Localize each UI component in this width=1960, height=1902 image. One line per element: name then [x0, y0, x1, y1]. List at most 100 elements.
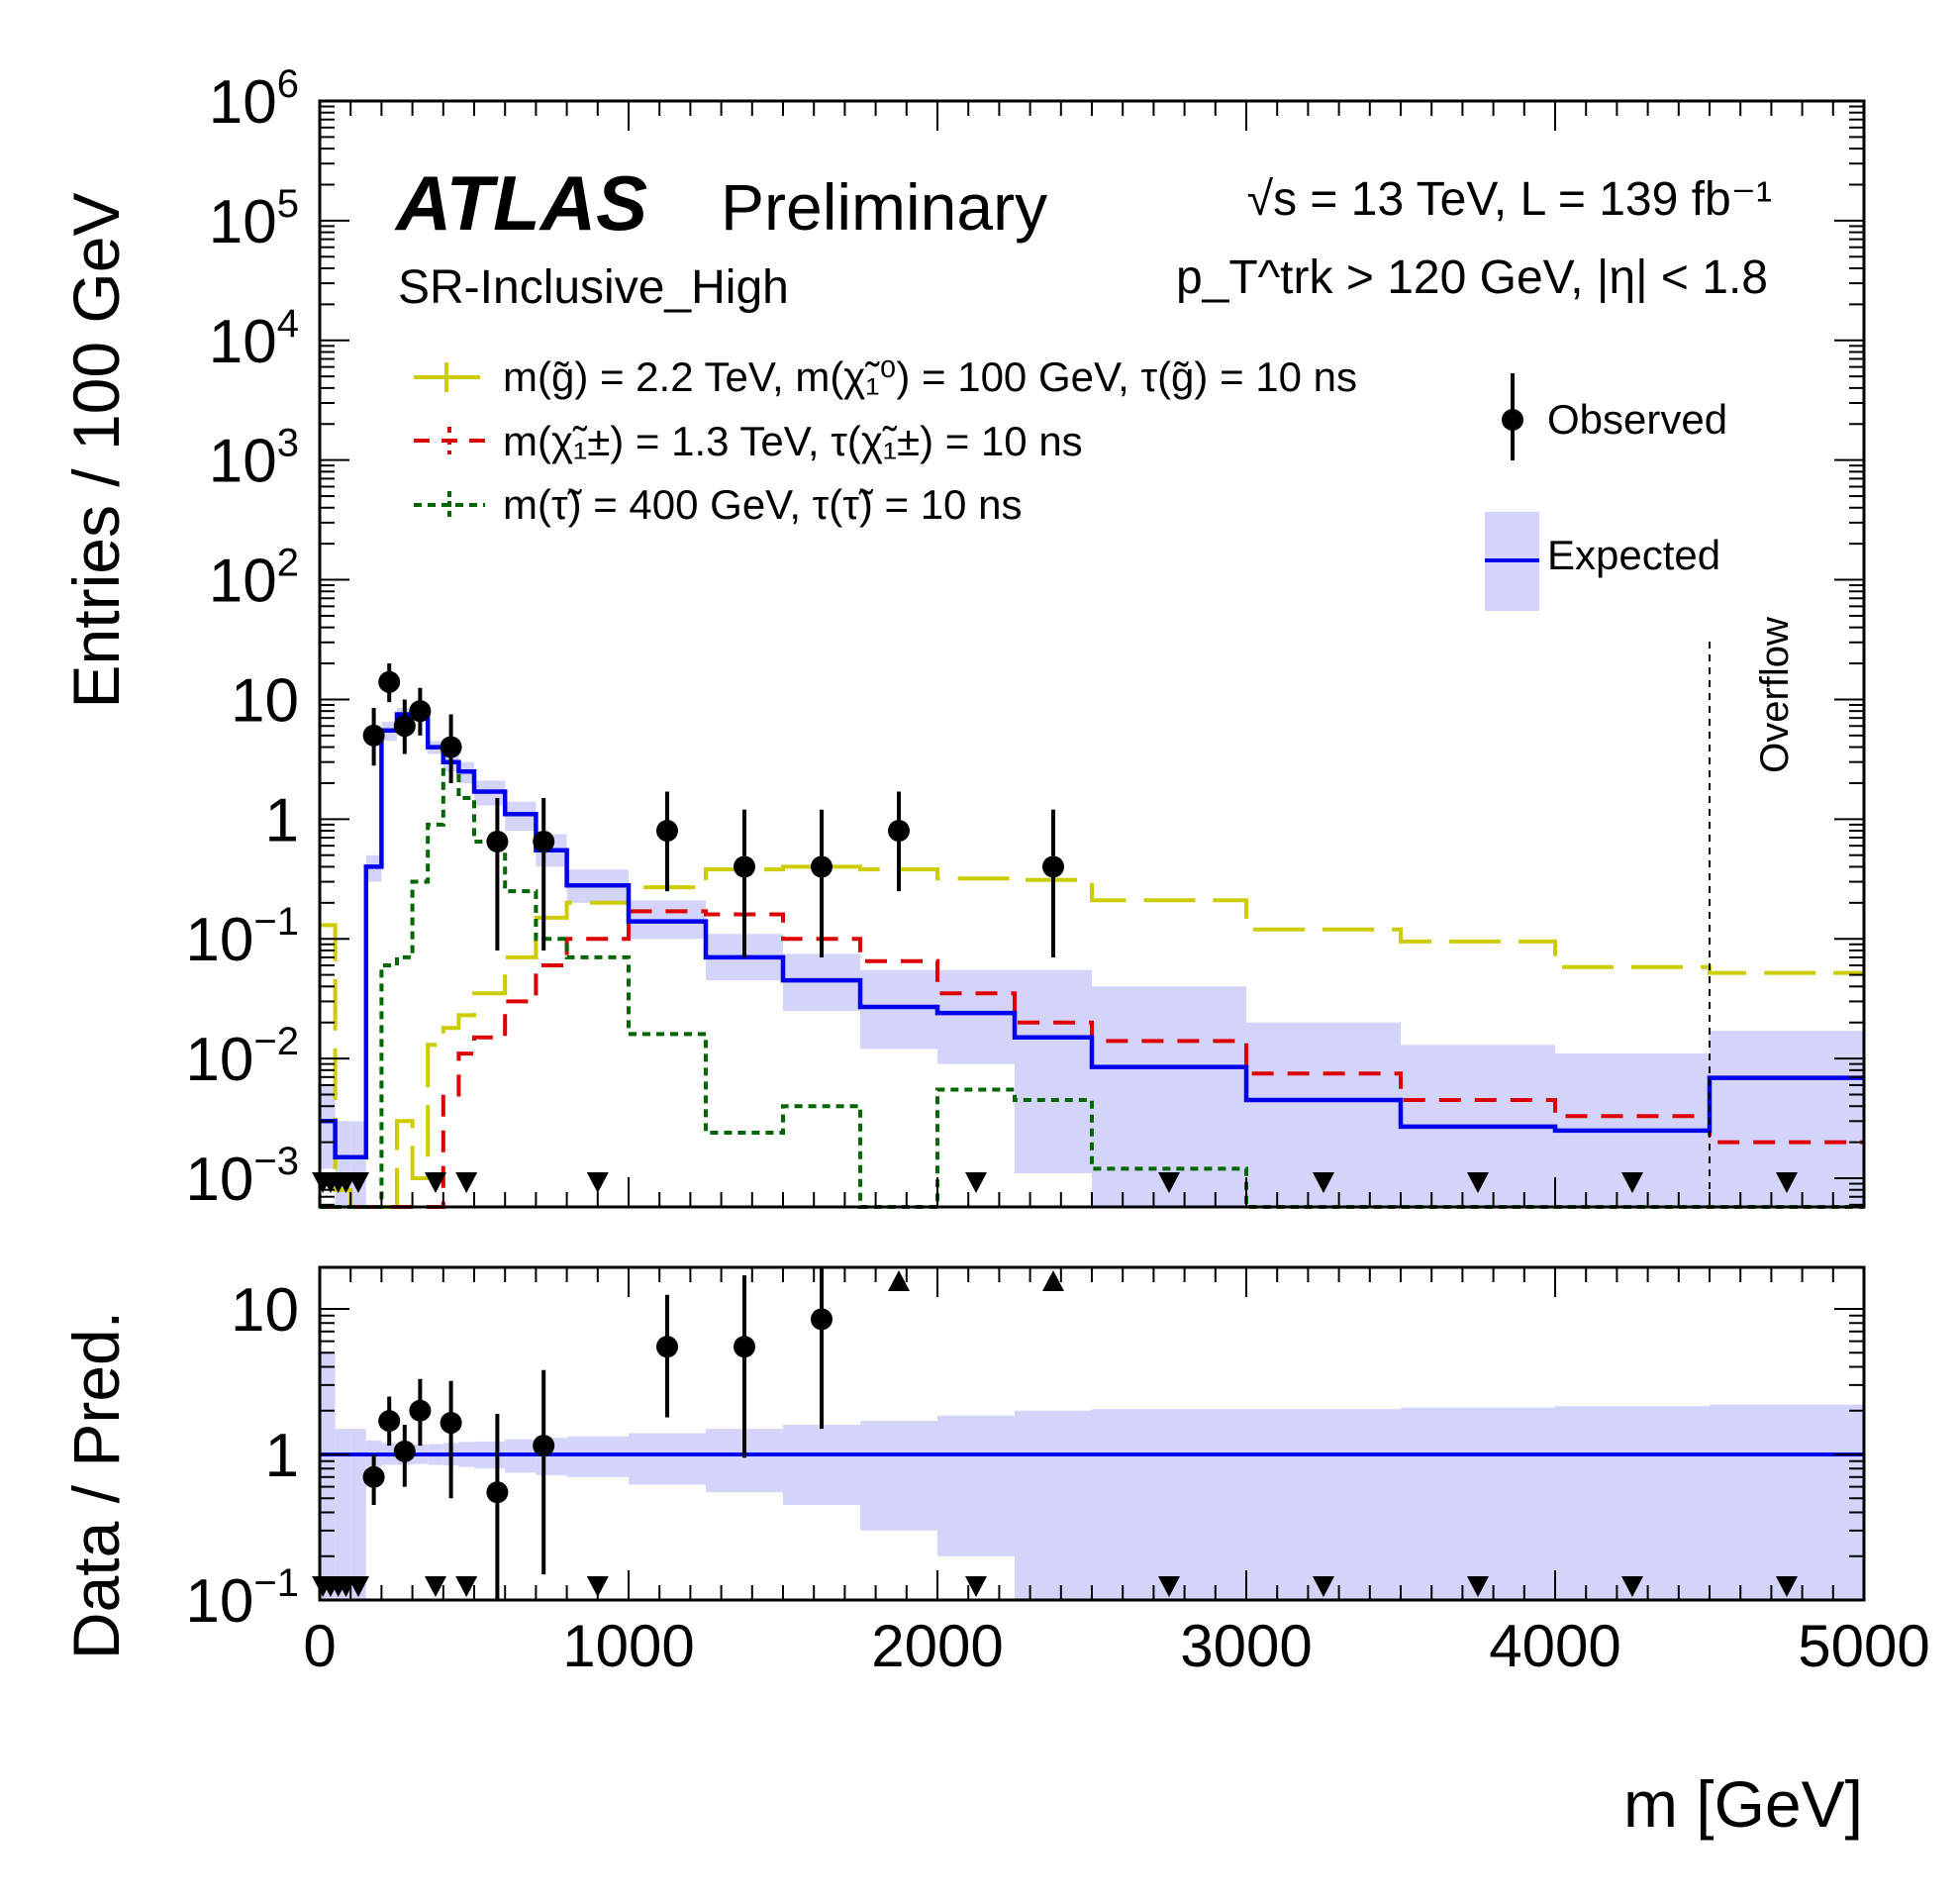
x-tick-label: 3000	[1180, 1613, 1312, 1679]
y-tick-label-bottom: 1	[265, 1422, 299, 1490]
zero-observed-marker	[1621, 1172, 1643, 1193]
legend-gluino-label: m(g̃) = 2.2 TeV, m(χ̃₁⁰) = 100 GeV, τ(g̃…	[503, 353, 1357, 400]
y-tick-label-top: 10−3	[185, 1140, 299, 1214]
experiment-label: ATLAS	[394, 159, 647, 247]
axis-ticks	[319, 100, 1865, 1601]
ratio-band-bin	[783, 1424, 860, 1505]
observed-point	[378, 670, 401, 693]
ratio-band-bin	[1555, 1406, 1710, 1600]
legend-markers	[414, 362, 1539, 611]
y-axis-title-top: Entries / 100 GeV	[59, 193, 133, 709]
x-tick-label: 5000	[1798, 1613, 1929, 1679]
legend-stau-label: m(τ̃) = 400 GeV, τ(τ̃) = 10 ns	[503, 481, 1022, 528]
x-axis-title: m [GeV]	[1623, 1767, 1863, 1841]
ratio-zero-marker	[425, 1576, 446, 1597]
y-tick-label-top: 10	[231, 666, 299, 735]
ratio-zero-marker	[1313, 1576, 1334, 1597]
ratio-points	[312, 1267, 1798, 1600]
ratio-off-scale-up-marker	[1042, 1270, 1064, 1291]
observed-points	[312, 663, 1798, 1193]
ratio-point	[533, 1435, 555, 1457]
x-tick-label: 0	[303, 1613, 336, 1679]
x-tick-label: 1000	[562, 1613, 694, 1679]
legend-observed-marker	[1502, 409, 1523, 431]
ratio-band-bin	[860, 1421, 937, 1531]
observed-point	[656, 820, 678, 843]
axis-tick-labels: 0 1000 2000 3000 4000 5000 10−3 10−2 10−1 1 10 102 1…	[185, 62, 1929, 1679]
ratio-band-bin	[350, 1429, 366, 1600]
zero-observed-marker	[1467, 1172, 1489, 1193]
ratio-band-bin	[335, 1429, 351, 1600]
ratio-zero-marker	[1158, 1576, 1180, 1597]
legend-observed-label: Observed	[1547, 396, 1727, 443]
zero-observed-marker	[1776, 1172, 1798, 1193]
ratio-band-bin	[1246, 1409, 1401, 1600]
observed-point	[486, 830, 509, 852]
ratio-point	[486, 1481, 509, 1504]
gluino-histogram	[320, 864, 1864, 1209]
stau-histogram	[320, 759, 1864, 1209]
observed-point	[1042, 855, 1064, 878]
ratio-point	[734, 1336, 755, 1358]
expected-band-bin	[937, 969, 1015, 1064]
region-label: SR-Inclusive_High	[398, 261, 789, 314]
expected-band-bin	[1015, 969, 1092, 1173]
zero-observed-marker	[455, 1172, 478, 1193]
y-tick-label-top: 1	[265, 786, 299, 854]
ratio-point	[378, 1410, 401, 1433]
y-tick-label-top: 10−1	[185, 900, 299, 974]
selection-label: p_T^trk > 120 GeV, |η| < 1.8	[1176, 251, 1768, 304]
observed-point	[811, 855, 833, 878]
ratio-zero-marker	[1467, 1576, 1489, 1597]
y-tick-label-top: 104	[209, 302, 299, 376]
observed-point	[888, 820, 910, 843]
zero-observed-marker	[1313, 1172, 1334, 1193]
expected-band-bin	[335, 1121, 351, 1207]
ratio-band-bin	[1710, 1404, 1864, 1600]
y-axis-title-bottom: Data / Pred.	[59, 1311, 133, 1659]
ratio-zero-marker	[1776, 1576, 1798, 1597]
ratio-point	[362, 1465, 385, 1488]
ratio-uncertainty-band	[320, 1352, 1864, 1600]
ratio-point	[811, 1308, 833, 1331]
ratio-point	[393, 1440, 416, 1462]
x-tick-label: 4000	[1489, 1613, 1620, 1679]
observed-point	[409, 700, 432, 723]
ratio-zero-marker	[965, 1576, 987, 1597]
observed-point	[533, 830, 555, 852]
y-tick-label-top: 106	[209, 62, 299, 137]
y-tick-label-top: 10−2	[185, 1020, 299, 1094]
ratio-band-bin	[937, 1415, 1015, 1556]
expected-band-bin	[320, 1084, 336, 1169]
status-label: Preliminary	[721, 170, 1047, 244]
y-tick-label-top: 102	[209, 542, 299, 616]
energy-lumi-label: √s = 13 TeV, L = 139 fb⁻¹	[1247, 173, 1772, 226]
expected-band-bin	[860, 969, 937, 1050]
zero-observed-marker	[347, 1172, 369, 1193]
observed-point	[734, 855, 755, 878]
ratio-band-bin	[1401, 1407, 1555, 1600]
expected-band-bin	[350, 1121, 366, 1207]
x-tick-label: 2000	[871, 1613, 1003, 1679]
zero-observed-marker	[965, 1172, 987, 1193]
zero-observed-marker	[586, 1172, 609, 1193]
ratio-zero-marker	[455, 1576, 478, 1597]
overflow-label: Overflow	[1753, 617, 1797, 773]
zero-observed-marker	[1158, 1172, 1180, 1193]
ratio-zero-marker	[347, 1576, 369, 1597]
observed-point	[440, 736, 462, 758]
ratio-point	[440, 1412, 462, 1435]
observed-point	[362, 724, 385, 747]
ratio-band-bin	[1015, 1410, 1092, 1600]
ratio-band-bin	[629, 1433, 706, 1485]
y-tick-label-top: 103	[209, 422, 299, 496]
ratio-band-bin	[566, 1436, 629, 1477]
legend-chargino-label: m(χ̃₁±) = 1.3 TeV, τ(χ̃₁±) = 10 ns	[503, 418, 1083, 464]
y-tick-label-bottom: 10−1	[185, 1561, 299, 1636]
y-tick-label-bottom: 10	[231, 1276, 299, 1345]
ratio-band-bin	[1092, 1409, 1246, 1600]
ratio-point	[656, 1336, 678, 1358]
legend-expected-label: Expected	[1547, 532, 1720, 578]
ratio-zero-marker	[1621, 1576, 1643, 1597]
